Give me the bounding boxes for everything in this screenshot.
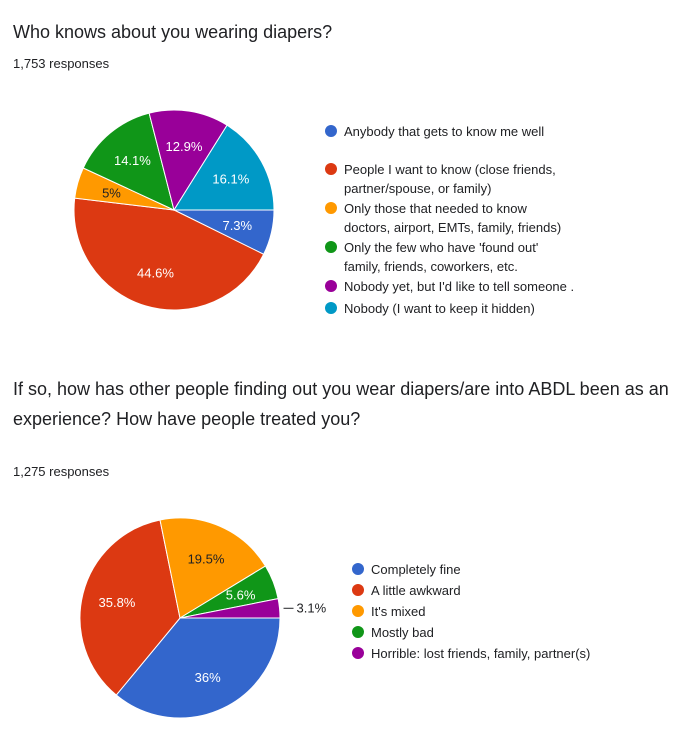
legend-swatch <box>352 647 364 659</box>
legend-label: Only those that needed to know doctors, a… <box>344 201 562 235</box>
pie-slice[interactable] <box>73 197 265 311</box>
legend-swatch <box>325 302 337 314</box>
slice-label: 44.6% <box>137 265 174 280</box>
legend-label: People I want to know (close friends, par… <box>344 162 556 196</box>
legend-2: Completely fine A little awkward It's mixe… <box>352 560 652 661</box>
legend-label: Horrible: lost friends, family, partner(… <box>371 646 591 661</box>
question-1-title: Who knows about you wearing diapers? <box>13 22 333 42</box>
pie-slice[interactable] <box>115 617 281 719</box>
legend-label: Mostly bad <box>371 625 434 640</box>
legend-swatch <box>325 163 337 175</box>
legend-swatch <box>352 563 364 575</box>
question-2-title: If so, how has other people finding out … <box>13 379 669 429</box>
legend-swatch <box>325 202 337 214</box>
question-1-response-count: 1,753 responses <box>13 56 110 71</box>
legend-swatch <box>325 125 337 137</box>
slice-label: 7.3% <box>222 218 252 233</box>
slice-label: 19.5% <box>188 551 225 566</box>
pie-slice[interactable] <box>173 124 275 211</box>
pie-chart-1: 7.3% 44.6% 5% 14.1% 12.9% 16.1% <box>73 109 275 311</box>
legend-label: Nobody yet, but I'd like to tell someone… <box>344 279 575 294</box>
pie-chart-2: 36% 35.8% 19.5% 5.6% 3.1% <box>79 517 327 719</box>
legend-swatch <box>352 605 364 617</box>
question-2-response-count: 1,275 responses <box>13 464 110 479</box>
slice-label: 35.8% <box>99 595 136 610</box>
pie-slice[interactable] <box>79 519 181 696</box>
legend-swatch <box>352 626 364 638</box>
legend-swatch <box>352 584 364 596</box>
legend-label: Nobody (I want to keep it hidden) <box>344 301 535 316</box>
legend-label: Completely fine <box>371 562 461 577</box>
slice-label: 5% <box>102 185 121 200</box>
pie-slice[interactable] <box>159 517 267 619</box>
legend-swatch <box>325 241 337 253</box>
legend-1: Anybody that gets to know me well People … <box>325 122 615 322</box>
pie-slice[interactable] <box>82 112 175 211</box>
slice-label: 5.6% <box>226 587 256 602</box>
legend-label: Anybody that gets to know me well <box>344 124 545 139</box>
slice-label: 16.1% <box>212 172 249 187</box>
pie-slice[interactable] <box>179 598 281 619</box>
pie-slice[interactable] <box>148 109 228 212</box>
legend-label: It's mixed <box>371 604 426 619</box>
legend-label: A little awkward <box>371 583 461 598</box>
legend-label: Only the few who have 'found out' family,… <box>344 240 539 274</box>
slice-label: 3.1% <box>297 600 327 615</box>
slice-label: 36% <box>195 670 221 685</box>
slice-label: 12.9% <box>166 139 203 154</box>
legend-swatch <box>325 280 337 292</box>
slice-label: 14.1% <box>114 153 151 168</box>
